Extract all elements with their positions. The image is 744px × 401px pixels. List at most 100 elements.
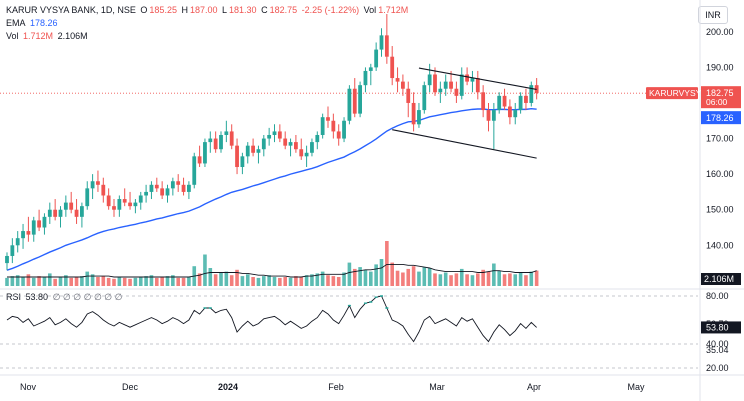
channel-upper-line[interactable] xyxy=(418,67,537,90)
candle-body xyxy=(470,78,475,82)
volume-bar xyxy=(352,268,357,286)
volume-bar xyxy=(454,273,459,286)
rsi-axis-tick: 35.04 xyxy=(706,345,729,355)
candle-body xyxy=(261,138,266,150)
volume-bar xyxy=(208,268,213,286)
ema-line xyxy=(6,107,537,271)
rsi-legend-row[interactable]: RSI 53.80 ∅ ∅ ∅ ∅ ∅ ∅ ∅ xyxy=(6,292,124,303)
candle-body xyxy=(524,95,528,103)
candle-body xyxy=(486,110,491,121)
candle-body xyxy=(117,199,122,210)
volume-bar xyxy=(433,273,437,286)
candle-body xyxy=(101,184,106,196)
candle-body xyxy=(384,35,389,57)
candle-body xyxy=(267,134,272,139)
currency-button[interactable]: INR xyxy=(698,6,728,24)
candle-body xyxy=(160,188,165,196)
candle-body xyxy=(406,88,411,103)
price-axis-tick: 200.00 xyxy=(706,27,734,37)
candle-body xyxy=(422,85,427,111)
volume-bar xyxy=(31,277,36,286)
candle-body xyxy=(390,56,395,79)
candle-body xyxy=(154,184,159,189)
open-value: 185.25 xyxy=(149,5,177,15)
symbol-legend-row: KARUR VYSYA BANK, 1D, NSE O 185.25 H 187.0… xyxy=(6,5,410,15)
candle-body xyxy=(21,231,25,239)
candle-body xyxy=(235,145,239,168)
open-label: O xyxy=(140,5,148,15)
candle-body xyxy=(411,102,416,125)
time-axis-label: Mar xyxy=(429,382,445,392)
volume-badge-value: 2.106M xyxy=(704,274,734,284)
ema-legend-row[interactable]: EMA 178.26 xyxy=(6,18,60,28)
candle-body xyxy=(133,202,138,207)
ema-badge xyxy=(701,111,741,125)
volume-bar xyxy=(406,268,411,286)
candle-body xyxy=(149,184,154,192)
volume-bar xyxy=(411,266,416,286)
close-label: C xyxy=(261,5,268,15)
candle-body xyxy=(288,142,293,146)
axis-layer: 130.00140.00150.00160.00170.00180.00190.… xyxy=(20,27,734,392)
channel-lower-line[interactable] xyxy=(392,129,537,159)
candle-body xyxy=(379,35,384,50)
volume-bar xyxy=(74,277,79,286)
volume-bar xyxy=(160,277,164,286)
symbol-badge xyxy=(646,87,698,100)
rsi-label: RSI xyxy=(6,292,22,302)
volume-bar xyxy=(26,274,31,286)
change-value: -2.25 (-1.22%) xyxy=(301,5,360,15)
candle-layer xyxy=(5,14,539,271)
candle-body xyxy=(304,152,309,157)
candle-body xyxy=(213,138,218,150)
candle-body xyxy=(459,74,464,96)
candle-body xyxy=(122,199,127,203)
volume-bar xyxy=(443,272,448,286)
volume-bar xyxy=(256,277,261,286)
volume-bar xyxy=(37,276,41,286)
volume-bar xyxy=(80,276,84,286)
low-label: L xyxy=(222,5,228,15)
candle-body xyxy=(42,216,47,228)
candle-body xyxy=(203,142,207,164)
volume-legend-row[interactable]: Vol 1.712M 2.106M xyxy=(6,31,90,41)
price-axis-tick: 190.00 xyxy=(706,62,734,72)
symbol-title[interactable]: KARUR VYSYA BANK, 1D, NSE xyxy=(6,5,136,15)
volume-bar xyxy=(385,241,389,286)
candle-body xyxy=(326,117,330,121)
volume-bar xyxy=(90,274,95,286)
candle-body xyxy=(299,149,304,157)
volume-bar xyxy=(203,254,207,286)
candle-body xyxy=(63,202,68,210)
rsi-overbought-segment xyxy=(203,295,389,309)
candle-body xyxy=(10,245,15,256)
volume-row-value-1: 1.712M xyxy=(23,31,54,41)
candle-body xyxy=(508,106,512,118)
high-label: H xyxy=(181,5,188,15)
candle-body xyxy=(31,220,36,235)
volume-ma-line xyxy=(7,263,537,278)
candle-body xyxy=(58,209,63,217)
volume-bar xyxy=(267,275,271,286)
candle-body xyxy=(331,120,336,132)
candle-body xyxy=(128,202,132,207)
candle-body xyxy=(80,206,84,217)
volume-bar xyxy=(465,274,469,286)
volume-bar xyxy=(502,274,507,286)
candle-body xyxy=(272,131,277,135)
volume-bar xyxy=(449,275,453,286)
candle-body xyxy=(53,209,58,217)
candle-body xyxy=(26,231,31,235)
volume-bar xyxy=(245,274,250,286)
volume-bar xyxy=(278,277,282,286)
candle-body xyxy=(208,138,213,143)
volume-bar xyxy=(476,273,480,286)
volume-bar xyxy=(219,272,223,286)
rsi-layer xyxy=(6,295,537,343)
candle-body xyxy=(513,110,518,118)
time-axis-label: Apr xyxy=(527,382,541,392)
volume-bar xyxy=(58,277,63,286)
